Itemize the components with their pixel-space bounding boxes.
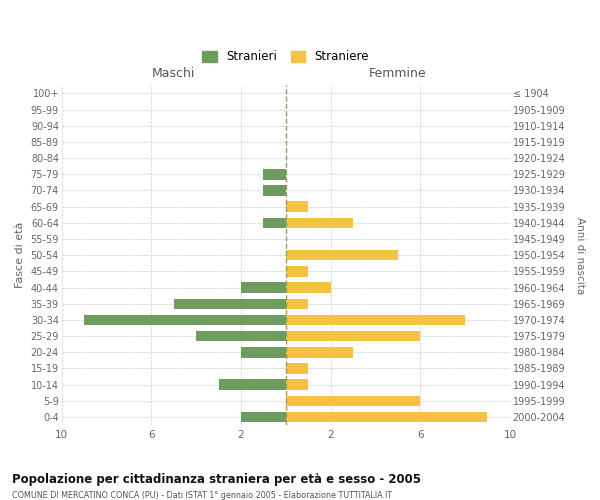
Bar <box>241 282 286 293</box>
Legend: Stranieri, Straniere: Stranieri, Straniere <box>202 50 369 64</box>
Bar <box>286 396 420 406</box>
Bar <box>286 250 398 260</box>
Bar <box>286 347 353 358</box>
Text: Maschi: Maschi <box>152 68 196 80</box>
Text: Femmine: Femmine <box>369 68 427 80</box>
Bar <box>241 412 286 422</box>
Bar <box>174 298 286 309</box>
Bar <box>286 218 353 228</box>
Bar <box>286 380 308 390</box>
Bar <box>196 331 286 342</box>
Y-axis label: Anni di nascita: Anni di nascita <box>575 216 585 294</box>
Bar <box>263 185 286 196</box>
Bar <box>286 363 308 374</box>
Bar <box>286 282 331 293</box>
Bar <box>286 331 420 342</box>
Bar <box>286 298 308 309</box>
Text: COMUNE DI MERCATINO CONCA (PU) - Dati ISTAT 1° gennaio 2005 - Elaborazione TUTTI: COMUNE DI MERCATINO CONCA (PU) - Dati IS… <box>12 491 392 500</box>
Bar <box>263 169 286 179</box>
Bar <box>241 347 286 358</box>
Y-axis label: Fasce di età: Fasce di età <box>15 222 25 288</box>
Bar <box>286 266 308 276</box>
Bar <box>84 314 286 325</box>
Bar <box>263 218 286 228</box>
Text: Popolazione per cittadinanza straniera per età e sesso - 2005: Popolazione per cittadinanza straniera p… <box>12 472 421 486</box>
Bar <box>286 314 465 325</box>
Bar <box>218 380 286 390</box>
Bar <box>286 412 487 422</box>
Bar <box>286 202 308 212</box>
